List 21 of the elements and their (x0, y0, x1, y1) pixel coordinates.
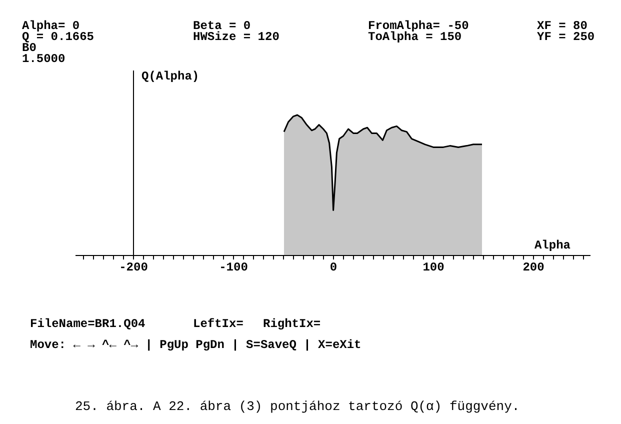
text: 25. ábra. A 22. ábra (3) pontjához tartozó Q(α) függvény. (75, 399, 520, 414)
text: Alpha= 0 (22, 19, 80, 33)
text: FromAlpha= -50 (368, 19, 469, 33)
x-axis-title: Alpha (534, 238, 570, 252)
text: Q = 0.1665 (22, 30, 94, 44)
x-tick-label: 100 (422, 260, 444, 274)
text: XF = 80 (537, 19, 588, 33)
x-tick-label: -200 (119, 260, 148, 274)
text: YF = 250 (537, 30, 595, 44)
x-tick-label: 200 (522, 260, 544, 274)
text: HWSize = 120 (193, 30, 280, 44)
text: FileName=BR1.Q04 (30, 317, 146, 331)
x-tick-label: 0 (330, 260, 338, 274)
text: ToAlpha = 150 (368, 30, 462, 44)
text: RightIx= (263, 317, 321, 331)
text: LeftIx= (193, 317, 244, 331)
text: B0 (22, 41, 36, 55)
text: 1.5000 (22, 52, 66, 66)
x-tick-label: -100 (219, 260, 248, 274)
text: Move: ← → ^← ^→ | PgUp PgDn | S=SaveQ | X=eXit (30, 338, 362, 352)
y-axis-title: Q(Alpha) (142, 70, 200, 84)
